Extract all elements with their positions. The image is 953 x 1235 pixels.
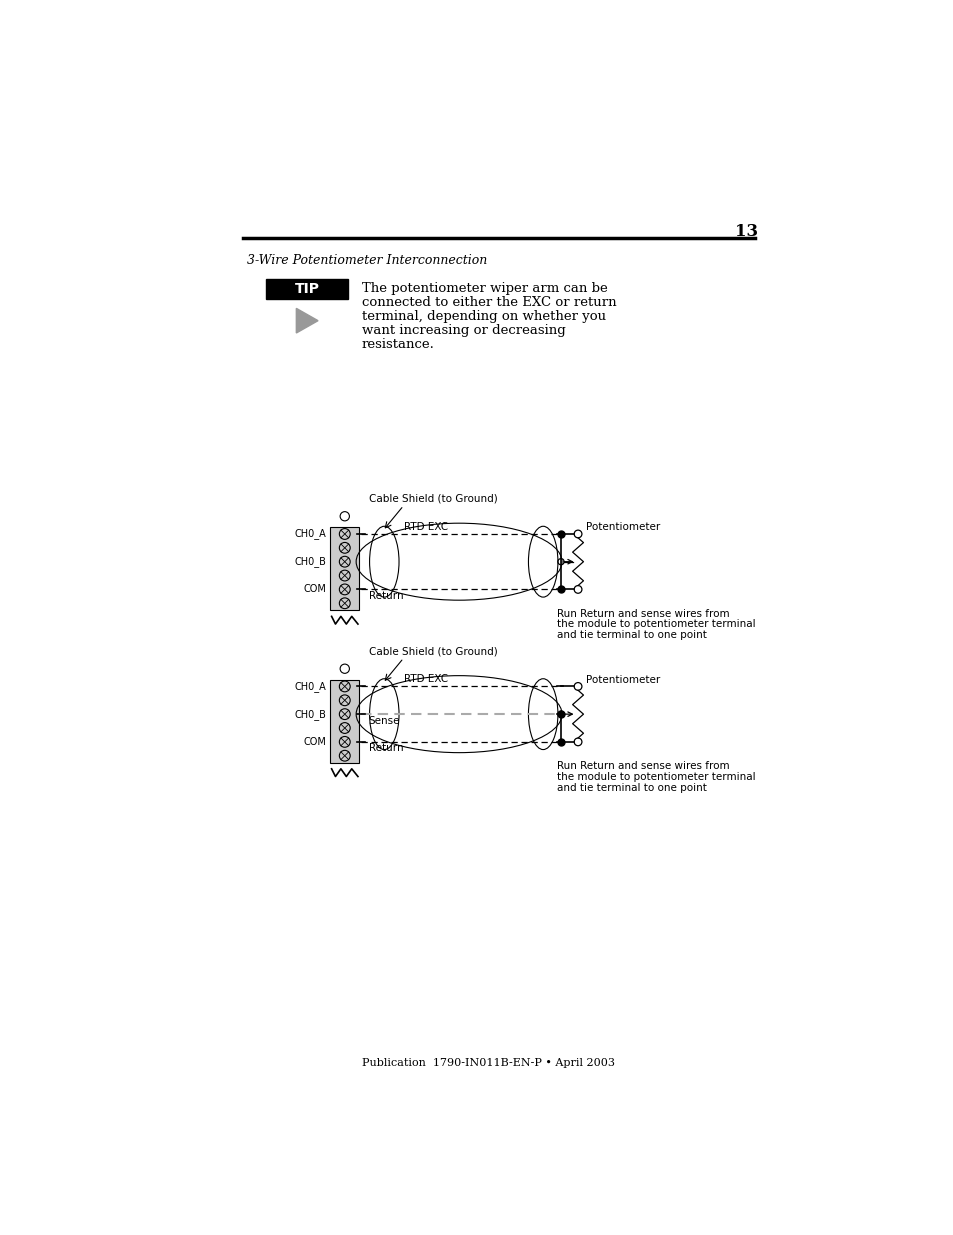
- Text: terminal, depending on whether you: terminal, depending on whether you: [361, 310, 605, 322]
- Text: resistance.: resistance.: [361, 337, 435, 351]
- Bar: [330, 527, 359, 610]
- Text: 3-Wire Potentiometer Interconnection: 3-Wire Potentiometer Interconnection: [247, 254, 487, 268]
- Text: RTD EXC: RTD EXC: [403, 674, 447, 684]
- Text: connected to either the EXC or return: connected to either the EXC or return: [361, 296, 616, 309]
- Text: TIP: TIP: [294, 282, 319, 296]
- Text: and tie terminal to one point: and tie terminal to one point: [557, 630, 706, 640]
- Text: Return: Return: [369, 592, 403, 601]
- Text: CH0_B: CH0_B: [294, 709, 326, 720]
- Text: Cable Shield (to Ground): Cable Shield (to Ground): [369, 646, 497, 656]
- Text: Potentiometer: Potentiometer: [585, 674, 659, 685]
- Text: Cable Shield (to Ground): Cable Shield (to Ground): [369, 494, 497, 504]
- Text: the module to potentiometer terminal: the module to potentiometer terminal: [557, 772, 755, 782]
- Bar: [266, 279, 348, 299]
- Text: CH0_A: CH0_A: [294, 680, 326, 692]
- Text: Return: Return: [369, 743, 403, 753]
- Bar: [330, 679, 359, 763]
- Text: Run Return and sense wires from: Run Return and sense wires from: [557, 761, 729, 771]
- Text: 13: 13: [735, 222, 758, 240]
- Text: RTD EXC: RTD EXC: [403, 521, 447, 531]
- Text: Potentiometer: Potentiometer: [585, 522, 659, 532]
- Text: CH0_B: CH0_B: [294, 556, 326, 567]
- Text: COM: COM: [303, 584, 326, 594]
- Text: COM: COM: [303, 737, 326, 747]
- Text: CH0_A: CH0_A: [294, 529, 326, 540]
- Polygon shape: [296, 309, 317, 333]
- Text: the module to potentiometer terminal: the module to potentiometer terminal: [557, 620, 755, 630]
- Text: Sense: Sense: [369, 716, 400, 726]
- Text: The potentiometer wiper arm can be: The potentiometer wiper arm can be: [361, 282, 607, 295]
- Text: Run Return and sense wires from: Run Return and sense wires from: [557, 609, 729, 619]
- Text: Publication  1790-IN011B-EN-P • April 2003: Publication 1790-IN011B-EN-P • April 200…: [362, 1058, 615, 1068]
- Text: want increasing or decreasing: want increasing or decreasing: [361, 324, 565, 337]
- Text: and tie terminal to one point: and tie terminal to one point: [557, 783, 706, 793]
